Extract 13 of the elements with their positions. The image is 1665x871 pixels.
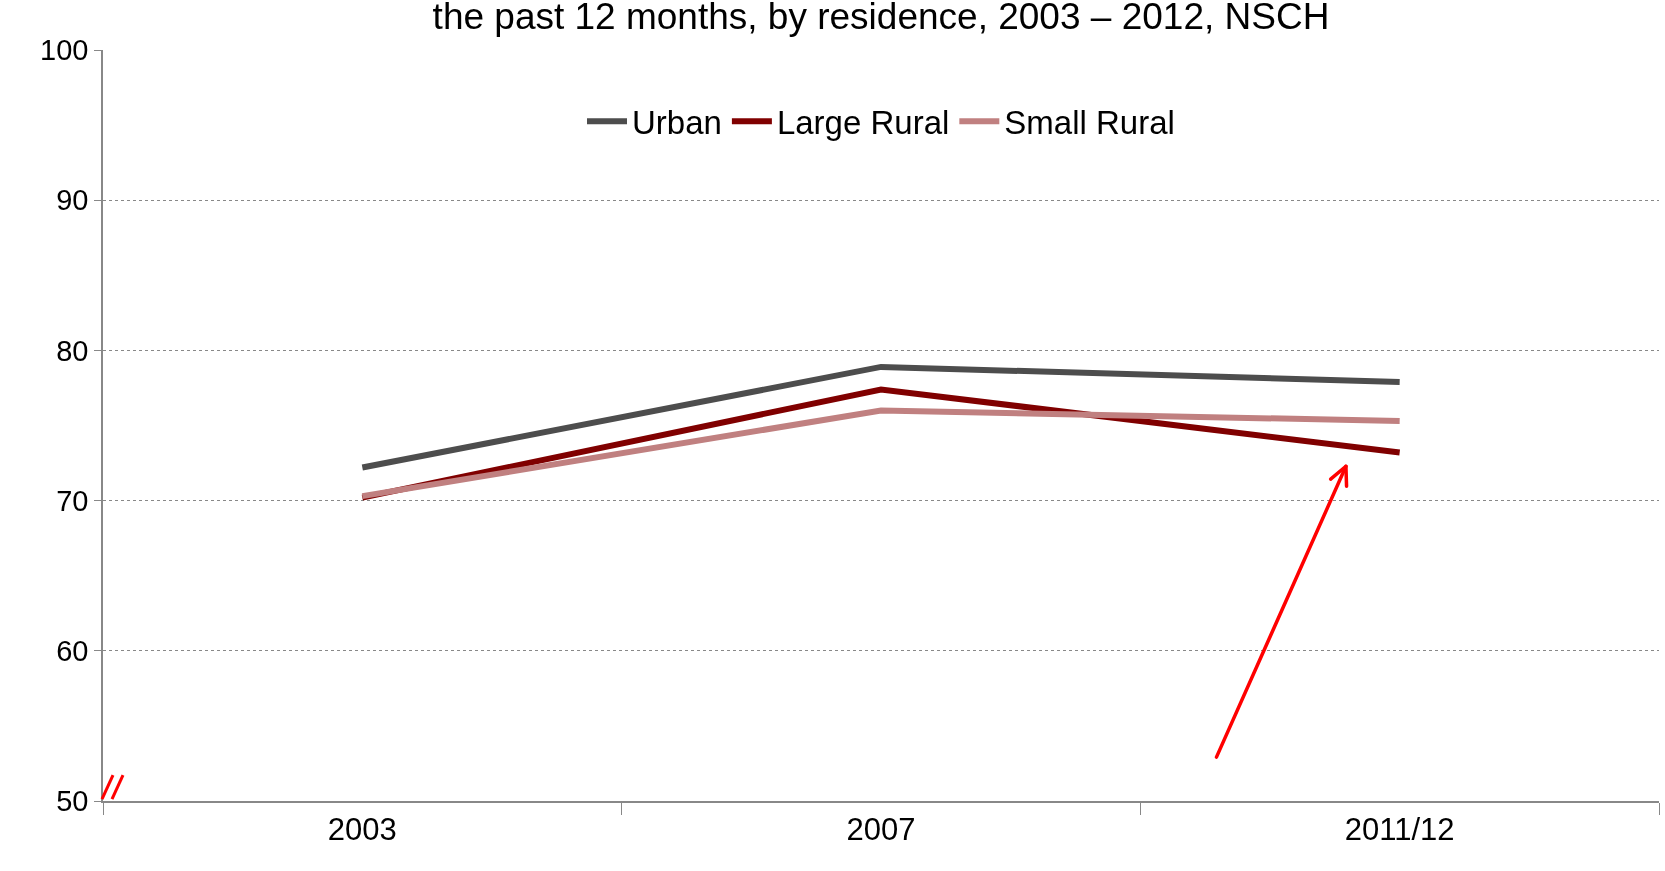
y-tick-label: 60	[56, 634, 89, 667]
y-tick-label: 100	[40, 34, 89, 67]
x-tick-label: 2011/12	[1344, 811, 1455, 847]
y-tick-label: 50	[56, 785, 89, 818]
legend-label: Small Rural	[1004, 104, 1175, 142]
x-tick-label: 2007	[846, 811, 916, 847]
legend-label: Large Rural	[776, 104, 950, 142]
y-tick-label: 90	[56, 184, 89, 217]
chart-title: the past 12 months, by residence, 2003 – 2012, NSCH	[432, 0, 1330, 37]
y-tick-label: 70	[56, 484, 89, 517]
legend-label: Urban	[632, 104, 722, 142]
y-tick-label: 80	[56, 334, 89, 367]
x-tick-label: 2003	[327, 811, 397, 847]
